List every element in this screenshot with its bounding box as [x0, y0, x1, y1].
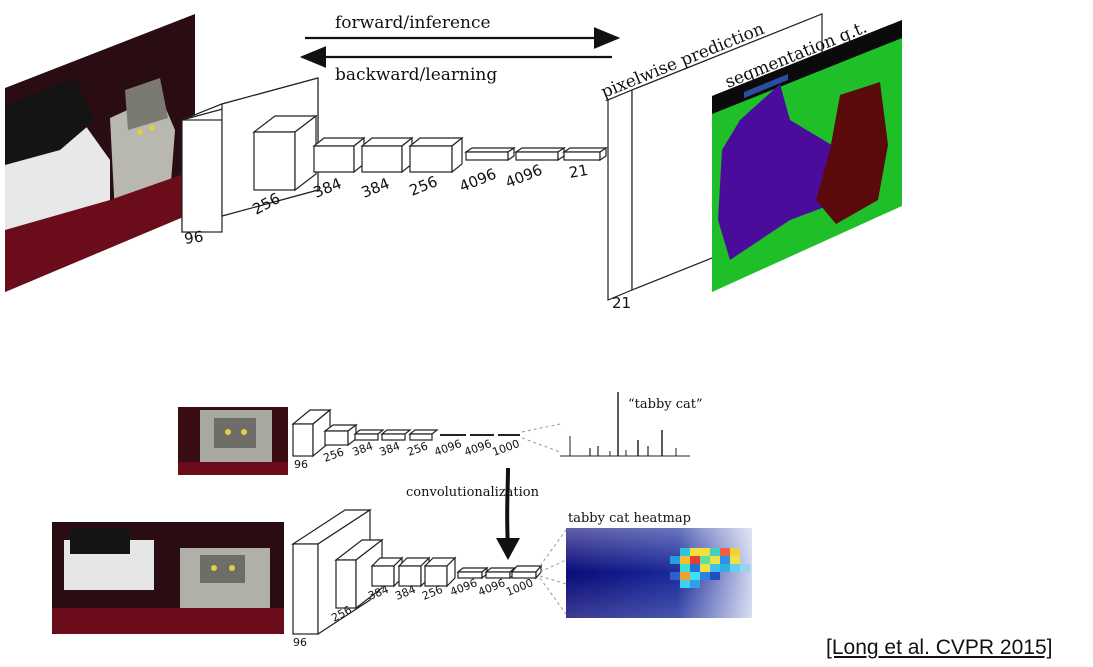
convolutionalization-arrow	[496, 467, 520, 560]
classifier-network-layers	[291, 408, 561, 458]
top-network-layers	[181, 77, 608, 233]
top-layer-label: 256	[407, 172, 440, 199]
fcn-layer-label: 4096	[476, 576, 507, 599]
classifier-layer-label: 4096	[463, 437, 494, 459]
fcn-network-layers	[290, 508, 567, 636]
fcn-layer-labels: 96 256 384 384 256 4096 4096 1000	[293, 576, 535, 649]
classifier-layer-label: 256	[322, 445, 346, 464]
backward-label: backward/learning	[335, 65, 497, 85]
fcn-layer-label: 1000	[504, 576, 535, 599]
classifier-input-photo	[178, 407, 288, 475]
classifier-layer-label: 384	[378, 439, 402, 458]
fcn-input-photo	[52, 522, 284, 634]
heatmap-label: tabby cat heatmap	[568, 511, 691, 526]
top-layer-label: 4096	[503, 161, 545, 192]
top-layer-label: 384	[359, 174, 392, 201]
segmentation-gt-image	[712, 20, 902, 292]
fcn-layer-label: 96	[293, 636, 307, 649]
forward-label: forward/inference	[335, 13, 491, 33]
classifier-layer-label: 1000	[491, 437, 522, 459]
citation: [Long et al. CVPR 2015]	[826, 636, 1053, 659]
classifier-layer-label: 256	[406, 439, 430, 458]
top-layer-label: 96	[183, 227, 204, 247]
top-layer-label: 4096	[457, 165, 499, 196]
top-layer-label: 21	[568, 161, 590, 182]
input-photo-dog-cat	[5, 14, 195, 292]
tabby-cat-heatmap	[566, 528, 752, 618]
classifier-layer-label: 4096	[433, 437, 464, 459]
classifier-layer-label: 384	[351, 439, 375, 458]
output-depth-label: 21	[612, 294, 631, 312]
class-score-plot	[560, 392, 690, 457]
classifier-layer-label: 96	[294, 458, 308, 471]
convolutionalization-label: convolutionalization	[406, 485, 540, 500]
tabby-cat-class-label: “tabby cat”	[628, 397, 703, 412]
